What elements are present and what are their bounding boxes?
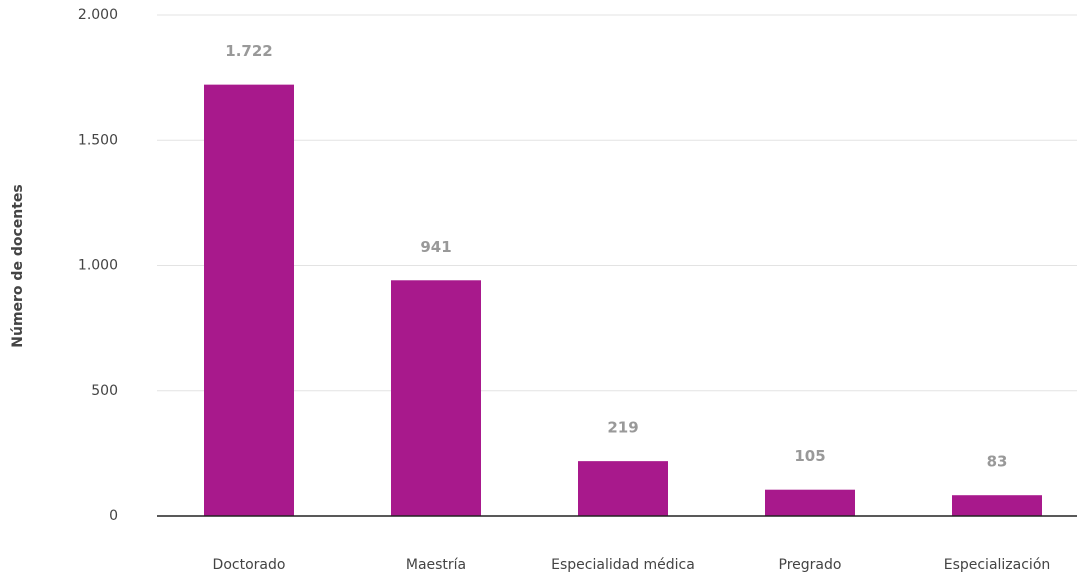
value-label: 83 [987,453,1008,471]
value-label: 1.722 [225,42,272,60]
x-tick-label: Especialidad médica [551,557,695,573]
bar [391,280,481,516]
y-tick-label: 1.000 [78,258,118,274]
bar [765,489,855,516]
bar [204,84,294,516]
value-label: 105 [794,447,825,465]
x-tick-label: Doctorado [213,557,286,573]
bar [952,495,1042,516]
x-tick-label: Especialización [944,557,1051,573]
y-tick-label: 500 [91,383,118,399]
value-label: 219 [607,419,638,437]
x-tick-label: Maestría [406,557,466,573]
y-tick-label: 2.000 [78,7,118,23]
x-tick-label: Pregrado [779,557,842,573]
value-label: 941 [420,238,451,256]
y-tick-label: 0 [109,508,118,524]
y-tick-label: 1.500 [78,132,118,148]
y-axis-label: Número de docentes [10,184,26,347]
bar [578,461,668,516]
